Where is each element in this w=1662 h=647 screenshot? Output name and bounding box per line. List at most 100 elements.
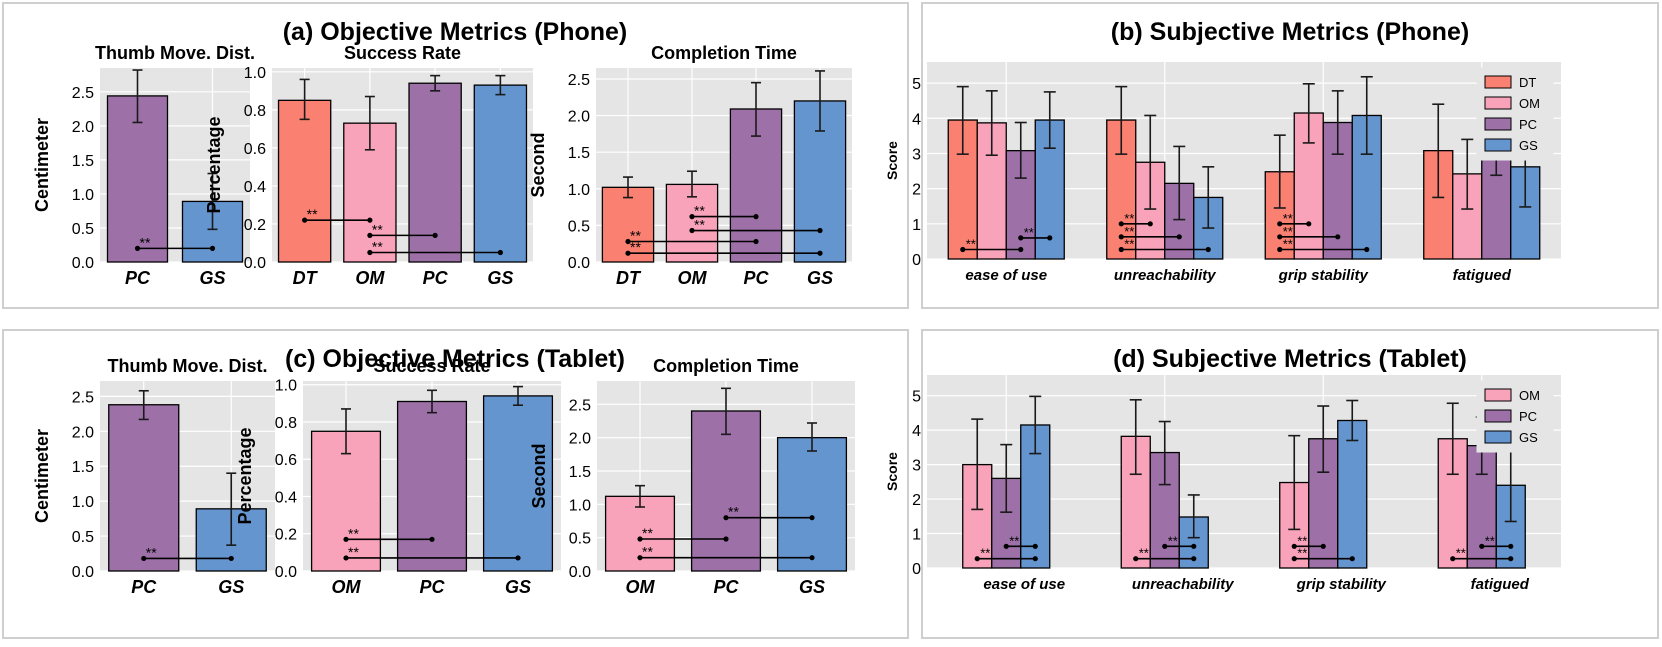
chart-title: Success Rate bbox=[373, 356, 490, 376]
significance-dot bbox=[367, 217, 373, 223]
significance-dot bbox=[809, 515, 815, 521]
significance-dot bbox=[343, 536, 349, 542]
significance-label: ** bbox=[348, 525, 359, 541]
significance-dot bbox=[1133, 556, 1139, 562]
significance-dot bbox=[1118, 221, 1124, 227]
x-tick-label: PC bbox=[713, 577, 739, 597]
charts: 0.0 0.5 1.0 1.5 2.0 2.5 Centimeter Thumb Move. … bbox=[32, 43, 1561, 597]
y-axis-label: Centimeter bbox=[32, 429, 52, 523]
bar-PC bbox=[396, 400, 468, 572]
legend-label: GS bbox=[1519, 430, 1538, 445]
significance-label: ** bbox=[348, 544, 359, 560]
significance-label: ** bbox=[1485, 533, 1495, 548]
y-tick-label: 0.0 bbox=[72, 255, 94, 272]
y-tick-label: 3 bbox=[912, 458, 921, 475]
panel-a-title: (a) Objective Metrics (Phone) bbox=[283, 18, 628, 46]
y-tick-label: 2.0 bbox=[72, 119, 94, 136]
chart-title: Success Rate bbox=[344, 43, 461, 63]
legend: DT OM PC GS bbox=[1476, 67, 1554, 161]
significance-dot bbox=[723, 515, 729, 521]
y-tick-label: 2.5 bbox=[569, 397, 591, 414]
significance-label: ** bbox=[694, 203, 705, 219]
significance-dot bbox=[209, 245, 216, 251]
y-tick-label: 0.2 bbox=[275, 527, 297, 544]
y-tick-label: 2.5 bbox=[72, 85, 94, 102]
significance-dot bbox=[625, 250, 631, 256]
y-tick-label: 0.4 bbox=[275, 489, 297, 506]
y-tick-label: 2.5 bbox=[72, 389, 94, 406]
significance-dot bbox=[1349, 556, 1355, 562]
significance-dot bbox=[809, 555, 815, 561]
significance-dot bbox=[637, 555, 643, 561]
significance-dot bbox=[1306, 221, 1312, 227]
bar-DT bbox=[277, 99, 332, 263]
significance-label: ** bbox=[372, 221, 383, 237]
significance-dot bbox=[625, 238, 631, 245]
significance-dot bbox=[689, 214, 695, 220]
significance-label: ** bbox=[630, 228, 641, 244]
significance-label: ** bbox=[1297, 546, 1307, 561]
bar-GS bbox=[1337, 419, 1368, 569]
significance-label: ** bbox=[1124, 237, 1134, 252]
legend-label: OM bbox=[1519, 96, 1540, 111]
chart-a1: 0.0 0.5 1.0 1.5 2.0 2.5 Centimeter Thumb Move. … bbox=[32, 43, 255, 288]
bar-PC bbox=[106, 95, 169, 263]
significance-dot bbox=[637, 536, 643, 542]
y-tick-label: 2.0 bbox=[568, 109, 590, 126]
significance-label: ** bbox=[1139, 546, 1149, 561]
significance-dot bbox=[367, 232, 373, 238]
significance-dot bbox=[817, 250, 823, 256]
significance-dot bbox=[1003, 543, 1009, 549]
y-tick-label: 0.0 bbox=[72, 564, 94, 581]
chart-title: Completion Time bbox=[653, 356, 799, 376]
significance-dot bbox=[1320, 543, 1326, 549]
legend: OM PC GS bbox=[1476, 380, 1554, 453]
y-tick-label: 0.0 bbox=[244, 255, 266, 272]
significance-dot bbox=[1277, 246, 1283, 253]
significance-dot bbox=[723, 536, 729, 542]
significance-label: ** bbox=[1124, 211, 1134, 226]
significance-dot bbox=[1364, 246, 1370, 253]
y-tick-label: 0.5 bbox=[72, 221, 94, 238]
significance-dot bbox=[1191, 556, 1197, 562]
significance-label: ** bbox=[1297, 533, 1307, 548]
legend-swatch-PC bbox=[1484, 409, 1512, 423]
significance-dot bbox=[1277, 234, 1283, 240]
x-tick-label: PC bbox=[131, 577, 157, 597]
significance-label: ** bbox=[307, 206, 318, 222]
significance-label: ** bbox=[980, 546, 990, 561]
significance-dot bbox=[1018, 246, 1024, 253]
legend-swatch-PC bbox=[1484, 117, 1512, 131]
y-tick-label: 1.5 bbox=[72, 459, 94, 476]
y-tick-label: 0.4 bbox=[244, 179, 266, 196]
y-tick-label: 0.8 bbox=[275, 415, 297, 432]
legend-swatch-OM bbox=[1484, 96, 1512, 110]
x-tick-label: unreachability bbox=[1132, 576, 1234, 593]
significance-dot bbox=[1018, 235, 1024, 241]
significance-label: ** bbox=[1168, 533, 1178, 548]
significance-dot bbox=[1205, 246, 1211, 253]
y-tick-label: 0.0 bbox=[568, 255, 590, 272]
x-tick-label: OM bbox=[626, 577, 656, 597]
y-axis-label: Second bbox=[528, 132, 548, 197]
y-tick-label: 0 bbox=[912, 561, 921, 578]
significance-dot bbox=[689, 227, 695, 234]
significance-dot bbox=[1508, 543, 1514, 549]
significance-dot bbox=[817, 227, 823, 234]
x-tick-label: grip stability bbox=[1296, 576, 1387, 593]
x-tick-label: OM bbox=[678, 268, 708, 288]
y-tick-label: 2 bbox=[912, 182, 921, 199]
y-tick-label: 1.0 bbox=[569, 497, 591, 514]
bar-PC bbox=[408, 82, 462, 263]
x-tick-label: PC bbox=[125, 268, 151, 288]
x-tick-label: ease of use bbox=[983, 576, 1065, 593]
x-tick-label: PC bbox=[419, 577, 445, 597]
significance-dot bbox=[1508, 556, 1514, 562]
x-tick-label: OM bbox=[355, 268, 385, 288]
significance-dot bbox=[1162, 543, 1168, 549]
y-tick-label: 3 bbox=[912, 146, 921, 163]
significance-dot bbox=[753, 214, 759, 220]
x-tick-label: ease of use bbox=[965, 267, 1047, 284]
y-axis-label: Second bbox=[529, 443, 549, 508]
legend-label: DT bbox=[1519, 75, 1536, 90]
